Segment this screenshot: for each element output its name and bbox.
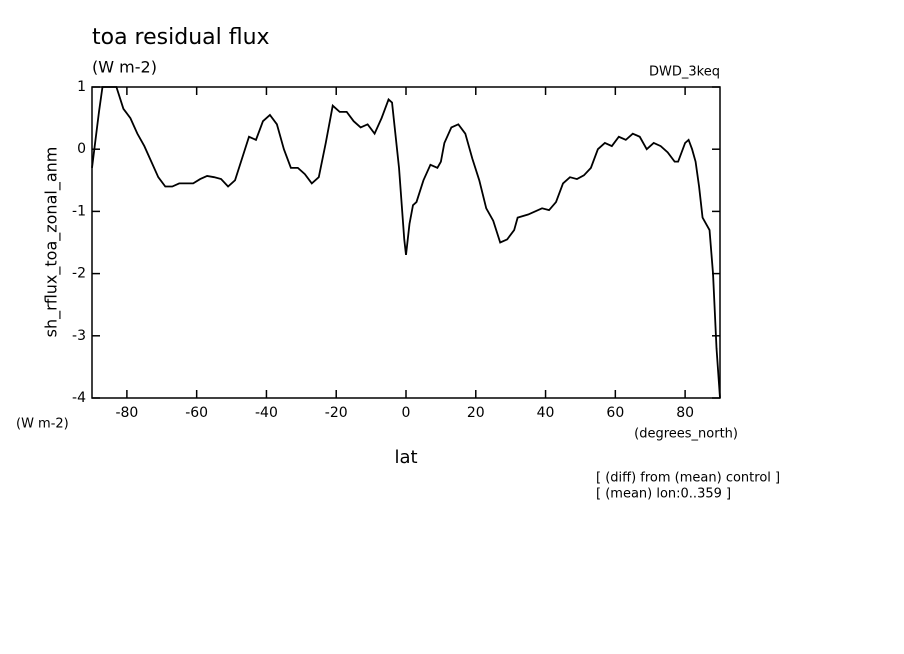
y-tick-label: -3 [72,328,86,344]
x-tick-label: -80 [115,405,138,421]
x-tick-label: -60 [185,405,208,421]
x-tick-label: 0 [402,405,411,421]
y-axis-label: sh_rflux_toa_zonal_anm [42,147,62,338]
y-tick-label: 0 [77,141,86,157]
x-tick-label: 40 [537,405,555,421]
x-tick-label: -40 [255,405,278,421]
y-units: (W m-2) [16,417,69,432]
x-tick-label: 20 [467,405,485,421]
note: [ (diff) from (mean) control ] [596,471,780,486]
x-units: (degrees_north) [634,427,738,442]
data-line [91,86,721,399]
chart-title: toa residual flux [92,25,270,50]
x-axis-label: lat [394,447,417,468]
y-tick-label: -4 [72,390,86,406]
dataset-label: DWD_3keq [649,65,720,80]
x-tick-label: 60 [606,405,624,421]
y-tick-label: -1 [72,203,86,219]
y-tick-label: -2 [72,266,86,282]
chart-subtitle: (W m-2) [92,58,157,77]
note: [ (mean) lon:0..359 ] [596,487,731,502]
y-tick-label: 1 [77,79,86,95]
x-tick-label: -20 [325,405,348,421]
x-tick-label: 80 [676,405,694,421]
plot-frame [91,86,721,399]
